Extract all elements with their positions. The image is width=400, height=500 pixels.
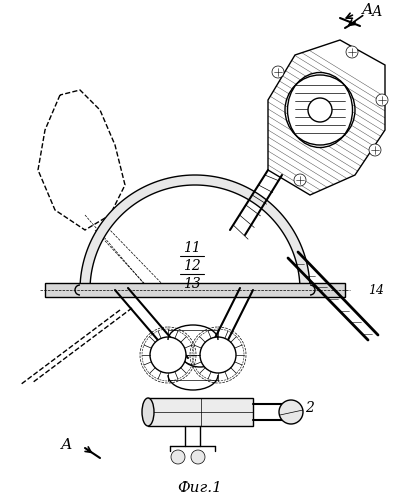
Circle shape: [150, 337, 186, 373]
Text: 13: 13: [183, 277, 201, 291]
Text: 11: 11: [183, 241, 201, 255]
Text: 2: 2: [305, 401, 314, 415]
Circle shape: [294, 174, 306, 186]
Circle shape: [200, 337, 236, 373]
Text: 14: 14: [368, 284, 384, 296]
Text: Фиг.1: Фиг.1: [178, 481, 222, 495]
Circle shape: [369, 144, 381, 156]
Polygon shape: [80, 175, 310, 290]
Text: А: А: [362, 3, 374, 17]
Polygon shape: [268, 40, 385, 195]
Circle shape: [308, 98, 332, 122]
Circle shape: [171, 450, 185, 464]
Circle shape: [191, 450, 205, 464]
Circle shape: [376, 94, 388, 106]
Bar: [148, 398, 253, 426]
Ellipse shape: [142, 398, 154, 426]
Text: А: А: [372, 5, 382, 19]
Bar: [45, 283, 345, 297]
Ellipse shape: [288, 72, 352, 148]
Text: 12: 12: [183, 259, 201, 273]
Circle shape: [346, 46, 358, 58]
Text: А: А: [60, 438, 72, 452]
Circle shape: [272, 66, 284, 78]
Circle shape: [279, 400, 303, 424]
